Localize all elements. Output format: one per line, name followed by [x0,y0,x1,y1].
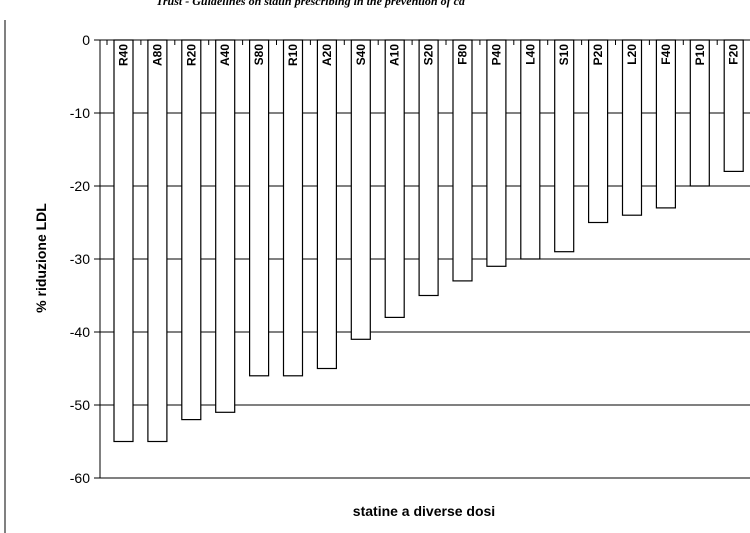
bar-label: L40 [523,44,537,65]
bar-a10 [385,40,404,317]
bar-label: P40 [489,44,503,66]
bars: R40 A80 R20 A40 S80 R10 A20 S40 A10 S20 F80 P40 L40 S… [100,40,750,442]
bar-s20 [419,40,438,296]
y-tick-label: -20 [70,178,90,194]
bar-label: R20 [184,44,198,66]
bar-label: A10 [388,44,402,66]
y-tick-label: -40 [70,324,90,340]
bar-r20 [182,40,201,420]
bar-label: S80 [252,44,266,66]
bar-f80 [453,40,472,281]
bar-l20 [623,40,642,215]
bar-r10 [284,40,303,376]
bar-a80 [148,40,167,442]
bar-label: S40 [354,44,368,66]
bar-label: S20 [422,44,436,66]
y-tick-label: -10 [70,105,90,121]
bar-label: F20 [727,44,741,65]
bar-s80 [250,40,269,376]
bar-p20 [589,40,608,223]
bar-label: F80 [456,44,470,65]
bar-label: R40 [117,44,131,66]
plot-area [5,20,100,533]
bar-label: F40 [659,44,673,65]
bar-l40 [521,40,540,259]
bar-a40 [216,40,235,412]
bar-r40 [114,40,133,442]
bar-a20 [317,40,336,369]
y-tick-label: -30 [70,251,90,267]
bar-label: A40 [218,44,232,66]
bar-s40 [351,40,370,339]
bar-s10 [555,40,574,252]
bar-label: P10 [693,44,707,66]
y-axis-title: % riduzione LDL [33,203,49,313]
bar-label: P20 [591,44,605,66]
bar-label: A20 [320,44,334,66]
bar-label: S10 [557,44,571,66]
y-tick-label: -50 [70,397,90,413]
bar-label: A80 [150,44,164,66]
x-axis-title: statine a diverse dosi [353,503,495,519]
bar-label: L20 [625,44,639,65]
chart-title: Trust - Guidelines on statin prescribing… [156,0,465,8]
bar-label: R10 [286,44,300,66]
y-tick-label: -60 [70,470,90,486]
y-axis-ticks: 0 -10 -20 -30 -40 -50 -60 [70,32,100,486]
bar-p40 [487,40,506,266]
y-tick-label: 0 [82,32,90,48]
